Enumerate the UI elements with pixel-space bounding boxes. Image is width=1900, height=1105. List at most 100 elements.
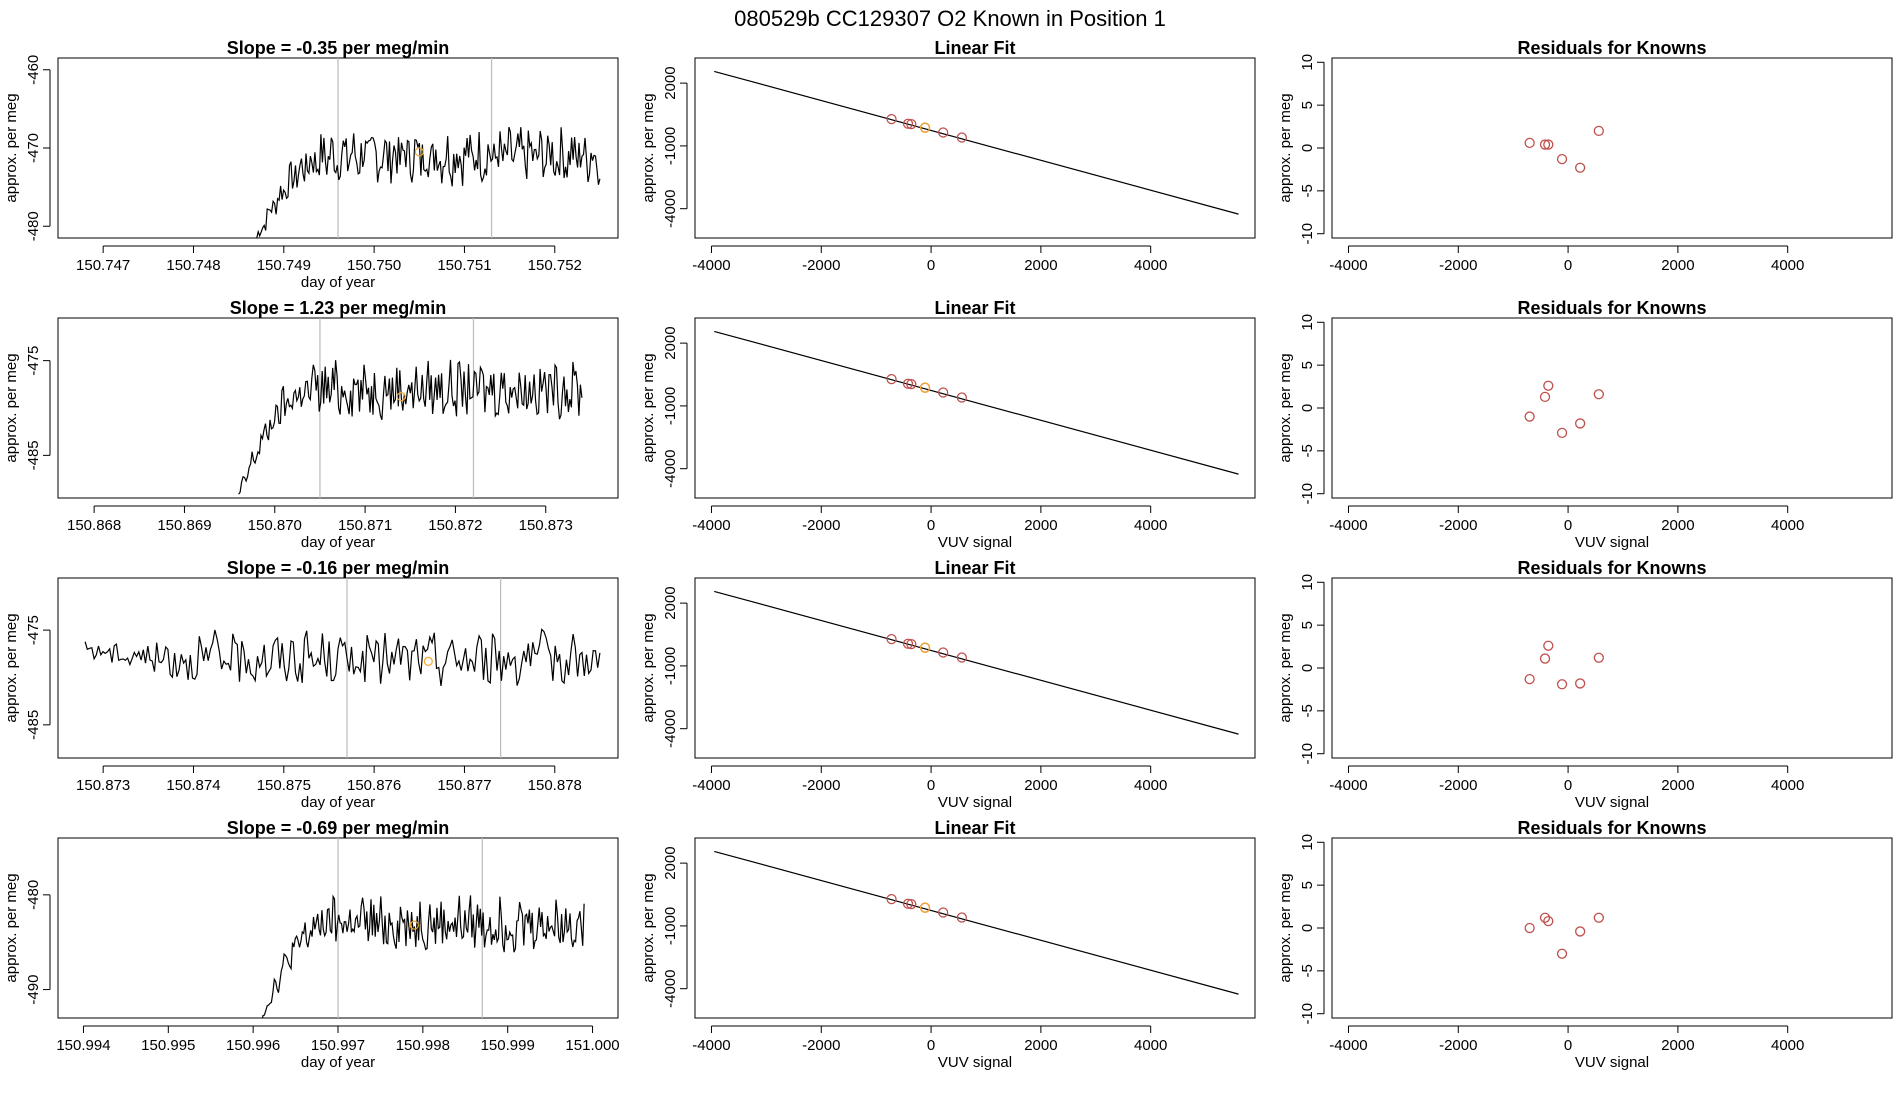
x-tick-label: -2000: [1439, 257, 1477, 274]
data-point: [938, 127, 949, 138]
y-tick-label: -1000: [662, 907, 679, 945]
y-tick-label: -10: [1299, 483, 1316, 505]
x-tick-label: 150.995: [141, 1037, 195, 1054]
y-axis-label: approx. per meg: [3, 613, 20, 722]
x-tick-label: 2000: [1661, 777, 1694, 794]
y-tick-label: 2000: [662, 326, 679, 359]
signal-trace: [261, 894, 585, 1018]
x-axis-label: VUV signal: [938, 534, 1012, 551]
x-tick-label: 150.997: [311, 1037, 365, 1054]
data-point: [1524, 673, 1535, 685]
y-axis-label: approx. per meg: [640, 353, 657, 462]
x-tick-label: 150.873: [519, 517, 573, 534]
signal-trace: [256, 126, 601, 238]
x-tick-label: 2000: [1024, 1037, 1057, 1054]
x-tick-label: 0: [1564, 1037, 1572, 1054]
x-tick-label: 4000: [1771, 517, 1804, 534]
plot-area: [714, 590, 1239, 735]
y-tick-label: 5: [1299, 101, 1316, 109]
panel-title: Linear Fit: [934, 818, 1015, 838]
data-point: [902, 898, 914, 909]
x-tick-label: 0: [927, 517, 935, 534]
x-tick-label: 150.868: [67, 517, 121, 534]
data-point: [956, 912, 967, 923]
highlight-point: [919, 642, 931, 653]
panel-2-3: Residuals for Knowns -4000 -2000 0 2000 4000 V…: [1277, 298, 1893, 551]
data-point: [1575, 678, 1586, 689]
x-tick-label: -2000: [1439, 517, 1477, 534]
plot-frame: [57, 577, 619, 759]
panel-title: Linear Fit: [934, 38, 1015, 58]
data-point: [1543, 380, 1554, 391]
y-tick-label: 10: [1299, 54, 1316, 71]
x-tick-label: 2000: [1661, 1037, 1694, 1054]
y-tick-label: -4000: [662, 450, 679, 488]
y-tick-label: 2000: [662, 586, 679, 619]
x-tick-label: -4000: [692, 517, 730, 534]
x-tick-label: -4000: [692, 777, 730, 794]
data-point: [886, 373, 897, 385]
signal-trace: [238, 359, 583, 495]
x-tick-label: 150.999: [481, 1037, 535, 1054]
panel-1-3: Residuals for Knowns -4000 -2000 0 2000 4000 -…: [1277, 38, 1893, 274]
x-tick-label: 150.998: [396, 1037, 450, 1054]
data-point: [886, 633, 897, 645]
data-point: [1593, 389, 1604, 400]
plot-area: [261, 838, 585, 1018]
data-point: [1575, 418, 1586, 429]
panel-3-2: Linear Fit -4000 -2000 0 2000 4000 VUV signal -…: [640, 558, 1256, 811]
plot-frame: [694, 317, 1256, 499]
plot-area: [714, 70, 1239, 215]
x-tick-label: 0: [927, 1037, 935, 1054]
x-axis-label: day of year: [301, 274, 375, 291]
panel-title: Slope = -0.16 per meg/min: [227, 558, 450, 578]
y-tick-label: 0: [1299, 664, 1316, 672]
panel-title: Residuals for Knowns: [1517, 558, 1706, 578]
panel-3-1: Slope = -0.16 per meg/min 150.873 150.874 1…: [3, 558, 619, 811]
x-tick-label: 150.872: [428, 517, 482, 534]
y-tick-label: -1000: [662, 387, 679, 425]
x-axis-label: VUV signal: [1575, 794, 1649, 811]
y-tick-label: -485: [25, 710, 42, 740]
x-tick-label: 150.747: [76, 257, 130, 274]
plot-frame: [694, 57, 1256, 239]
data-point: [956, 652, 967, 663]
x-tick-label: 0: [1564, 777, 1572, 794]
y-tick-label: 5: [1299, 621, 1316, 629]
y-tick-label: -5: [1299, 184, 1316, 197]
y-tick-label: -485: [25, 440, 42, 470]
plot-frame: [1331, 577, 1893, 759]
y-axis-label: approx. per meg: [1277, 353, 1294, 462]
x-tick-label: 0: [927, 777, 935, 794]
y-tick-label: 0: [1299, 404, 1316, 412]
x-tick-label: -2000: [1439, 777, 1477, 794]
y-tick-label: -10: [1299, 1003, 1316, 1025]
x-tick-label: 150.874: [166, 777, 220, 794]
x-tick-label: 4000: [1134, 517, 1167, 534]
highlight-point: [423, 656, 433, 666]
x-tick-label: 150.878: [528, 777, 582, 794]
highlight-point: [919, 382, 931, 393]
x-axis-label: day of year: [301, 534, 375, 551]
data-point: [902, 118, 914, 129]
panel-title: Residuals for Knowns: [1517, 298, 1706, 318]
x-tick-label: 0: [1564, 517, 1572, 534]
highlight-point: [919, 902, 931, 913]
y-axis-label: approx. per meg: [1277, 93, 1294, 202]
data-point: [1539, 912, 1551, 923]
data-point: [1524, 411, 1535, 422]
plot-frame: [1331, 57, 1893, 239]
x-tick-label: 4000: [1134, 257, 1167, 274]
highlight-point: [396, 392, 406, 402]
panel-title: Residuals for Knowns: [1517, 818, 1706, 838]
plot-area: [1524, 125, 1604, 173]
y-tick-label: -5: [1299, 964, 1316, 977]
highlight-point: [919, 122, 931, 133]
plot-frame: [1331, 317, 1893, 499]
y-tick-label: 0: [1299, 924, 1316, 932]
y-tick-label: -1000: [662, 647, 679, 685]
y-tick-label: -10: [1299, 223, 1316, 245]
data-point: [1575, 162, 1586, 173]
plot-area: [84, 578, 601, 758]
